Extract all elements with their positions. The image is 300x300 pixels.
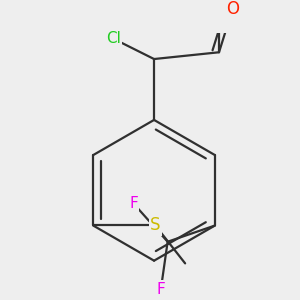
Text: Cl: Cl (106, 31, 121, 46)
Text: O: O (226, 0, 239, 18)
Text: F: F (157, 282, 165, 297)
Text: F: F (129, 196, 138, 211)
Text: S: S (150, 217, 160, 235)
